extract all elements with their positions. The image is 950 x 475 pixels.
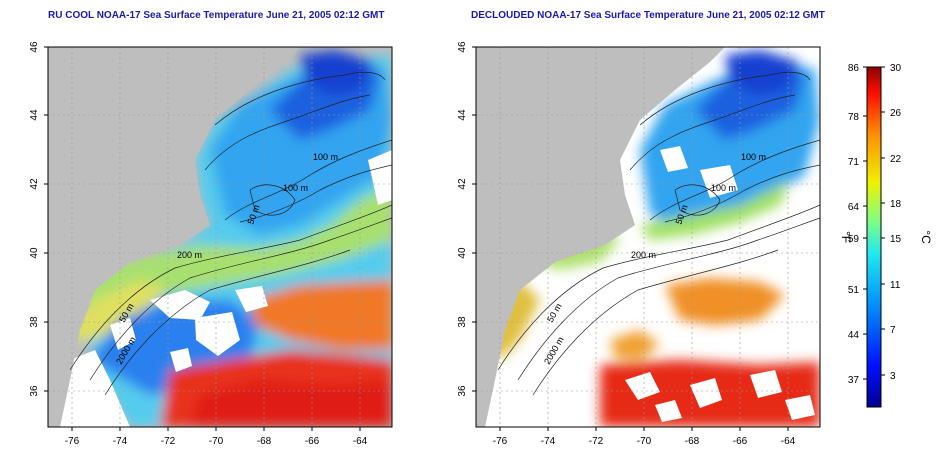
x-tick-label: -68 <box>685 436 700 447</box>
colorbar-fahrenheit-tick: 44 <box>848 330 860 341</box>
colorbar: 86 78 71 64 59 51 44 37 30 26 22 18 15 1… <box>839 63 933 408</box>
y-tick-label: 42 <box>457 178 468 190</box>
x-tick-label: -76 <box>493 436 508 447</box>
colorbar-celsius-tick: 26 <box>890 108 902 119</box>
contour-label: 100 m <box>283 183 308 193</box>
x-tick-label: -70 <box>209 436 224 447</box>
map-panel-right: 100 m 100 m 50 m 200 m 50 m 2000 m -76 -… <box>457 41 821 447</box>
colorbar-gradient <box>866 66 882 408</box>
y-tick-label: 38 <box>457 316 468 328</box>
contour-label: 100 m <box>313 152 338 162</box>
x-tick-label: -64 <box>353 436 368 447</box>
y-tick-label: 44 <box>457 109 468 121</box>
map-title-left: RU COOL NOAA-17 Sea Surface Temperature … <box>48 10 385 21</box>
colorbar-celsius-tick: 30 <box>890 63 902 74</box>
contour-label: 200 m <box>177 250 202 260</box>
colorbar-fahrenheit-unit: °F <box>839 231 853 243</box>
y-tick-label: 46 <box>29 41 40 53</box>
x-tick-label: -66 <box>733 436 748 447</box>
x-tick-label: -64 <box>781 436 796 447</box>
y-tick-label: 46 <box>457 41 468 53</box>
colorbar-fahrenheit-tick: 86 <box>848 63 860 74</box>
map-panel-left: 100 m 100 m 50 m 200 m 50 m 2000 m -76 -… <box>29 41 393 447</box>
colorbar-celsius-unit: °C <box>919 230 933 244</box>
x-tick-label: -72 <box>161 436 176 447</box>
x-tick-label: -66 <box>305 436 320 447</box>
colorbar-fahrenheit-tick: 51 <box>848 285 860 296</box>
x-tick-label: -76 <box>65 436 80 447</box>
colorbar-fahrenheit-tick: 64 <box>848 202 860 213</box>
contour-label: 200 m <box>631 250 656 260</box>
x-tick-label: -72 <box>589 436 604 447</box>
x-tick-label: -74 <box>113 436 128 447</box>
x-tick-label: -68 <box>257 436 272 447</box>
y-tick-label: 38 <box>29 316 40 328</box>
sst-field-right <box>476 47 820 427</box>
x-tick-label: -74 <box>541 436 556 447</box>
map-title-right: DECLOUDED NOAA-17 Sea Surface Temperatur… <box>471 10 825 21</box>
contour-label: 100 m <box>711 183 736 193</box>
colorbar-celsius-tick: 11 <box>890 280 901 291</box>
sst-field-left <box>48 47 392 427</box>
colorbar-celsius-tick: 22 <box>890 154 902 165</box>
y-tick-label: 36 <box>29 385 40 397</box>
x-tick-label: -70 <box>637 436 652 447</box>
colorbar-fahrenheit-tick: 71 <box>848 157 860 168</box>
colorbar-celsius-tick: 3 <box>890 371 896 382</box>
colorbar-celsius-tick: 15 <box>890 234 902 245</box>
y-tick-label: 36 <box>457 385 468 397</box>
colorbar-fahrenheit-tick: 37 <box>848 375 860 386</box>
y-tick-label: 42 <box>29 178 40 190</box>
colorbar-fahrenheit-tick: 59 <box>848 234 860 245</box>
colorbar-celsius-tick: 7 <box>890 325 896 336</box>
colorbar-fahrenheit-tick: 78 <box>848 112 860 123</box>
colorbar-celsius-tick: 18 <box>890 199 902 210</box>
contour-label: 100 m <box>741 152 766 162</box>
y-tick-label: 40 <box>457 247 468 259</box>
y-tick-label: 44 <box>29 109 40 121</box>
y-tick-label: 40 <box>29 247 40 259</box>
